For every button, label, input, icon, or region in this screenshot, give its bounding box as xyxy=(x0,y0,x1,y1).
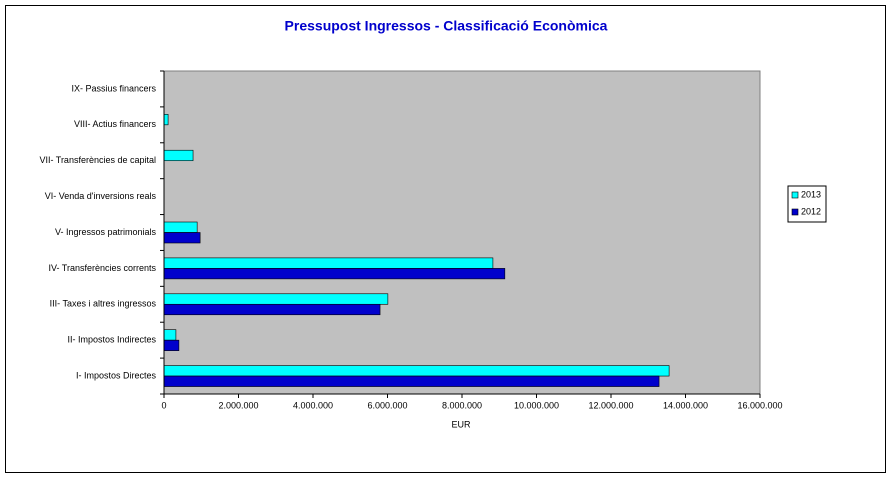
plot-area xyxy=(163,70,761,395)
y-tick-label: VI- Venda d'inversions reals xyxy=(45,191,157,201)
x-tick-label: 10.000.000 xyxy=(514,400,559,410)
x-tick-label: 4.000.000 xyxy=(293,400,333,410)
bar xyxy=(163,257,494,269)
bar xyxy=(163,329,177,341)
bar xyxy=(163,114,169,126)
y-tick-label: VIII- Actius financers xyxy=(74,119,157,129)
bar xyxy=(163,268,506,280)
legend-label: 2012 xyxy=(801,206,821,216)
legend-swatch xyxy=(791,191,799,199)
x-tick-label: 0 xyxy=(161,400,166,410)
x-tick-label: 16.000.000 xyxy=(737,400,782,410)
bar xyxy=(163,293,389,305)
bar xyxy=(163,375,660,387)
legend-swatch xyxy=(791,208,799,216)
y-tick-label: III- Taxes i altres ingressos xyxy=(50,299,157,309)
y-tick-label: II- Impostos Indirectes xyxy=(67,335,156,345)
bar xyxy=(163,221,198,233)
x-tick-label: 6.000.000 xyxy=(367,400,407,410)
legend-label: 2013 xyxy=(801,189,821,199)
bar xyxy=(163,232,201,244)
bar xyxy=(163,303,381,316)
y-tick-label: VII- Transferències de capital xyxy=(39,155,156,165)
x-tick-label: 8.000.000 xyxy=(442,400,482,410)
x-tick-label: 12.000.000 xyxy=(588,400,633,410)
x-axis-label: EUR xyxy=(451,419,471,429)
y-tick-label: IX- Passius financers xyxy=(71,83,156,93)
x-tick-label: 2.000.000 xyxy=(218,400,258,410)
x-tick-label: 14.000.000 xyxy=(663,400,708,410)
y-tick-label: IV- Transferències corrents xyxy=(48,263,156,273)
bar xyxy=(163,365,670,377)
y-tick-label: I- Impostos Directes xyxy=(76,370,157,380)
bar xyxy=(163,339,180,351)
y-tick-label: V- Ingressos patrimonials xyxy=(55,227,157,237)
chart-title: Pressupost Ingressos - Classificació Eco… xyxy=(285,18,608,34)
bar xyxy=(163,149,194,162)
